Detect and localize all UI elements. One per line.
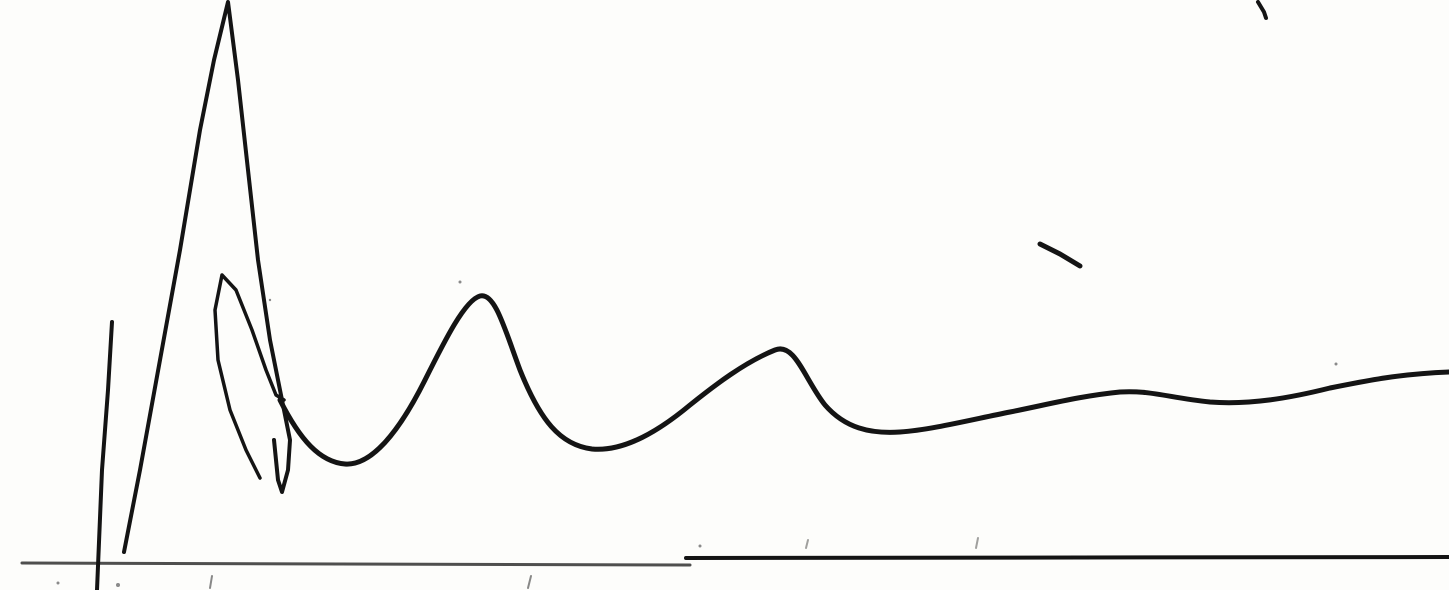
- baseline-tick-4: [975, 537, 979, 549]
- stray-mark-upper-right: [1256, 0, 1268, 20]
- baseline-left: [20, 561, 692, 567]
- vertical-marker-stroke: [95, 320, 114, 590]
- damped-oscillation-curve: [277, 293, 1449, 467]
- baseline-tick-1: [209, 575, 213, 589]
- loop-stroke: [213, 273, 286, 480]
- baseline-right: [684, 555, 1449, 560]
- scan-noise: [56, 280, 1338, 587]
- baseline-tick-3: [805, 539, 809, 549]
- initial-spike-stroke: [122, 0, 292, 554]
- stray-mark-middle-right: [1037, 241, 1083, 269]
- baseline-tick-2: [527, 575, 532, 589]
